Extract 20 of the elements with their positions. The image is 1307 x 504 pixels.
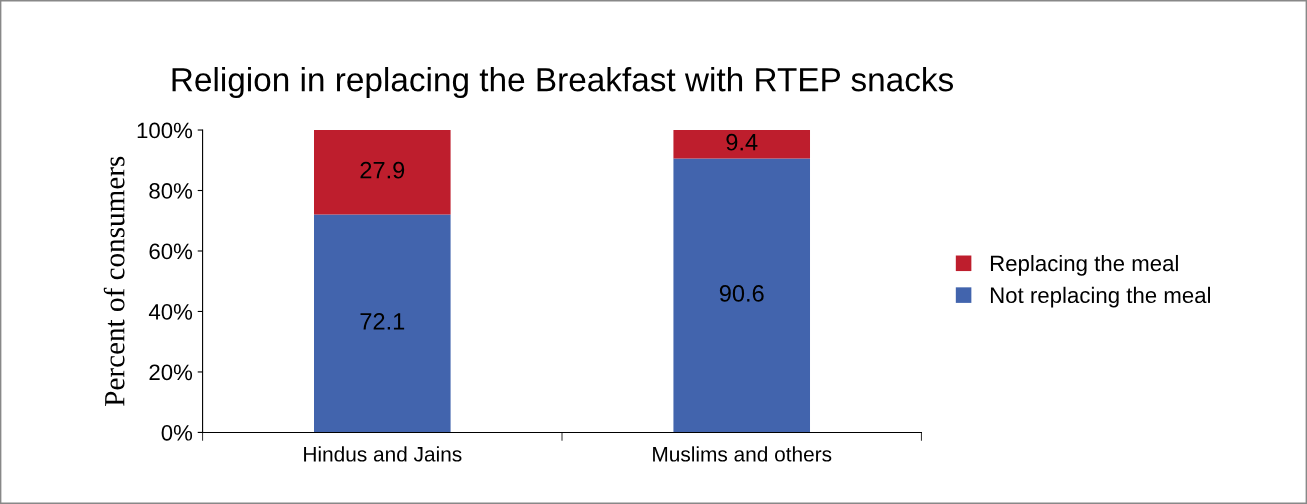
data-label: 72.1 [360,313,405,330]
chart-title: Religion in replacing the Breakfast with RTEP snacks [172,66,954,99]
bar [673,130,811,159]
y-tick-label: 40% [148,304,193,320]
x-tick-label: Muslims and others [653,446,832,462]
y-tick-label: 60% [149,243,193,260]
y-axis-title: Percent of consumers [103,156,125,406]
y-tick-label: 0% [161,424,193,441]
legend-label: Replacing the meal [990,254,1178,276]
y-tick-label: 20% [149,364,193,381]
y-tick-label: 80% [149,183,193,199]
data-label: 27.9 [360,161,405,179]
x-tick-label: Hindus and Jains [304,446,462,462]
data-label: 90.6 [719,285,764,302]
data-label: 9.4 [726,133,758,151]
bar [673,158,811,433]
legend-label: Not replacing the meal [990,286,1210,308]
bar [314,214,451,433]
y-tick-label: 100% [137,122,193,139]
bar [314,130,451,215]
